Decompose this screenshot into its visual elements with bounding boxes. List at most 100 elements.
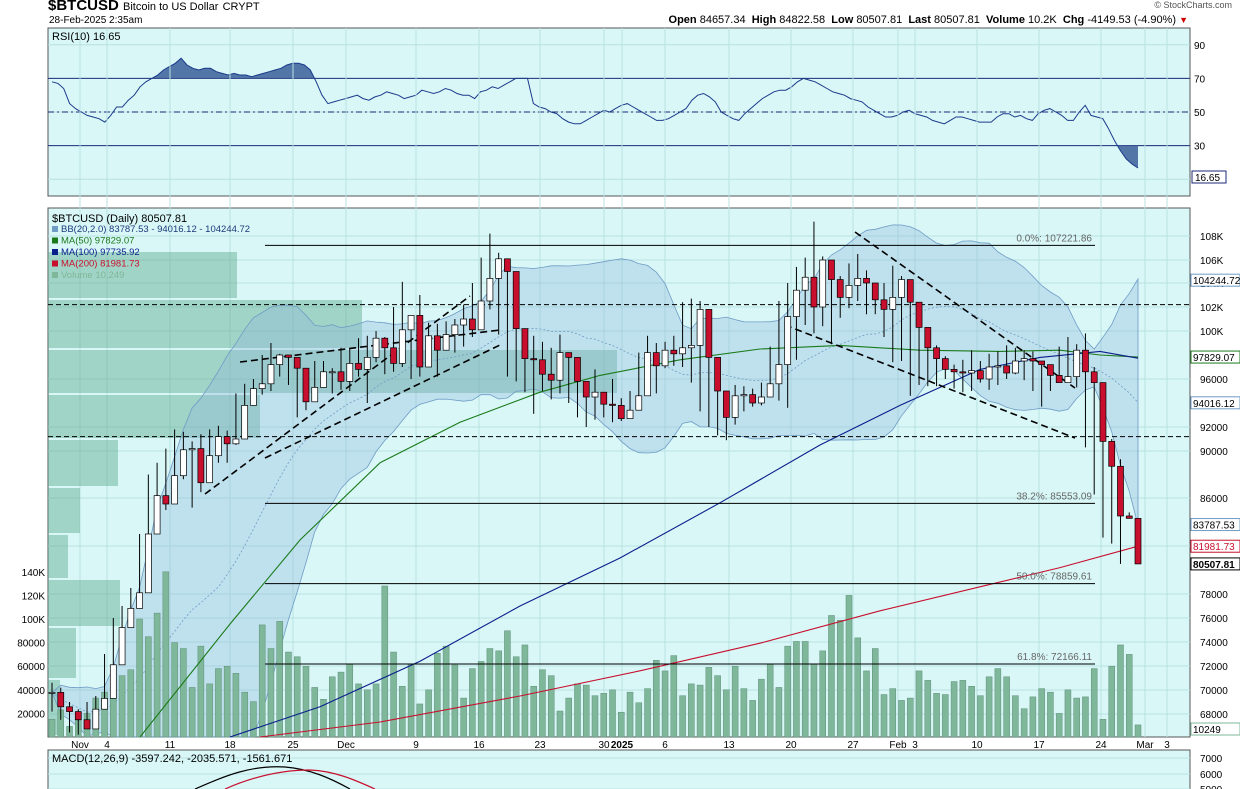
legend-swatch: [52, 249, 58, 255]
current-value-box: [1190, 396, 1240, 410]
candle-body: [460, 318, 467, 326]
candle-body: [1020, 358, 1028, 362]
volume-bar: [731, 665, 739, 738]
open-value: 84657.34: [699, 14, 746, 26]
current-value-label: 104244.72: [1193, 276, 1240, 287]
high-value: 84822.58: [779, 14, 826, 26]
date-tick-label: 20: [785, 740, 797, 751]
volume-bar: [477, 661, 485, 738]
down-triangle-icon: ▼: [1179, 15, 1188, 25]
candle-body: [188, 448, 196, 451]
volume-bar: [1134, 724, 1142, 738]
candle-body: [626, 409, 634, 419]
candle-body: [845, 285, 853, 298]
candle-body: [1055, 375, 1063, 383]
volume-tick-label: 80000: [17, 639, 45, 650]
volume-bar: [469, 668, 476, 738]
candle-body: [521, 328, 529, 359]
rsi-tick-label: 70: [1194, 74, 1206, 85]
candle-body: [854, 278, 862, 286]
volume-bar: [854, 637, 861, 738]
current-value-label: 94016.12: [1193, 399, 1235, 410]
symbol-type: CRYPT: [222, 1, 260, 13]
candle-body: [512, 271, 520, 329]
candle-body: [355, 363, 362, 370]
candle-body: [539, 359, 546, 375]
volume-bar: [688, 683, 695, 738]
price-tick-label: 108K: [1200, 232, 1224, 243]
candle-body: [197, 448, 205, 484]
candle-body: [416, 315, 424, 368]
candle-body: [486, 278, 494, 302]
candle-body: [434, 335, 441, 351]
candle-body: [959, 371, 967, 374]
volume-bar: [758, 678, 765, 738]
candle-body: [1108, 441, 1116, 467]
volume-bar: [258, 624, 266, 738]
volume-bar: [337, 671, 345, 738]
candle-body: [293, 357, 301, 369]
fib-label: 50.0%: 78859.61: [1016, 572, 1092, 583]
date-tick-label: 9: [413, 740, 419, 751]
candle-body: [162, 495, 170, 505]
candle-body: [363, 357, 371, 370]
price-background: [47, 207, 1191, 738]
volume-by-price-bar: [48, 300, 362, 348]
macd-line: [194, 766, 351, 789]
volume-bar: [407, 663, 415, 738]
date-tick-label: 25: [287, 740, 299, 751]
candle-body: [74, 711, 82, 721]
candle-body: [1090, 371, 1098, 383]
date-tick-label: 6: [662, 740, 668, 751]
volume-bar: [845, 595, 853, 738]
volume-tick-label: 100K: [22, 615, 46, 626]
candle-body: [337, 371, 345, 382]
candle-body: [941, 358, 949, 370]
volume-bar: [898, 700, 905, 738]
ma50-line: [139, 344, 1139, 738]
volume-bar: [889, 688, 897, 738]
date-tick-label: 10: [971, 740, 983, 751]
symbol-name: Bitcoin to US Dollar: [123, 1, 219, 13]
candle-body: [793, 289, 800, 317]
volume-bar: [250, 701, 257, 738]
candle-body: [705, 309, 713, 358]
volume-bar: [793, 641, 800, 738]
candle-body: [276, 354, 284, 365]
volume-bar: [136, 618, 143, 738]
rsi-overbought-fill: [52, 58, 1138, 79]
candle-body: [302, 367, 310, 403]
candle-body: [740, 394, 748, 397]
volume-bar: [1082, 696, 1089, 738]
volume-bar: [118, 675, 126, 738]
candle-body: [547, 373, 555, 381]
candle-body: [758, 396, 765, 404]
volume-bar: [399, 686, 406, 738]
legend-entry: BB(20,2.0) 83787.53 - 94016.12 - 104244.…: [61, 224, 250, 235]
candle-body: [250, 388, 257, 406]
open-label: Open: [668, 14, 697, 26]
volume-bar: [215, 668, 222, 738]
current-value-box: [1190, 273, 1240, 287]
volume-bar: [1117, 644, 1124, 738]
candle-body: [223, 436, 231, 445]
volume-bar: [1029, 696, 1037, 738]
volume-bar: [784, 645, 791, 738]
volume-bar: [1090, 668, 1098, 738]
volume-bar: [872, 648, 879, 738]
candle-body: [346, 363, 354, 382]
volume-bar: [661, 670, 669, 738]
fib-label: 38.2%: 85553.09: [1016, 491, 1092, 502]
volume-bar: [372, 683, 380, 738]
candle-body: [617, 405, 625, 419]
volume-bar: [635, 702, 643, 738]
volume-bar: [1055, 713, 1063, 738]
candle-body: [328, 371, 336, 374]
candle-body: [1029, 358, 1037, 362]
volume-bar: [521, 644, 529, 738]
price-tick-label: 90000: [1200, 447, 1228, 458]
volume-bar: [311, 687, 318, 738]
date-tick-label: 18: [224, 740, 236, 751]
candle-body: [425, 335, 432, 368]
volume-bar: [1038, 688, 1045, 738]
